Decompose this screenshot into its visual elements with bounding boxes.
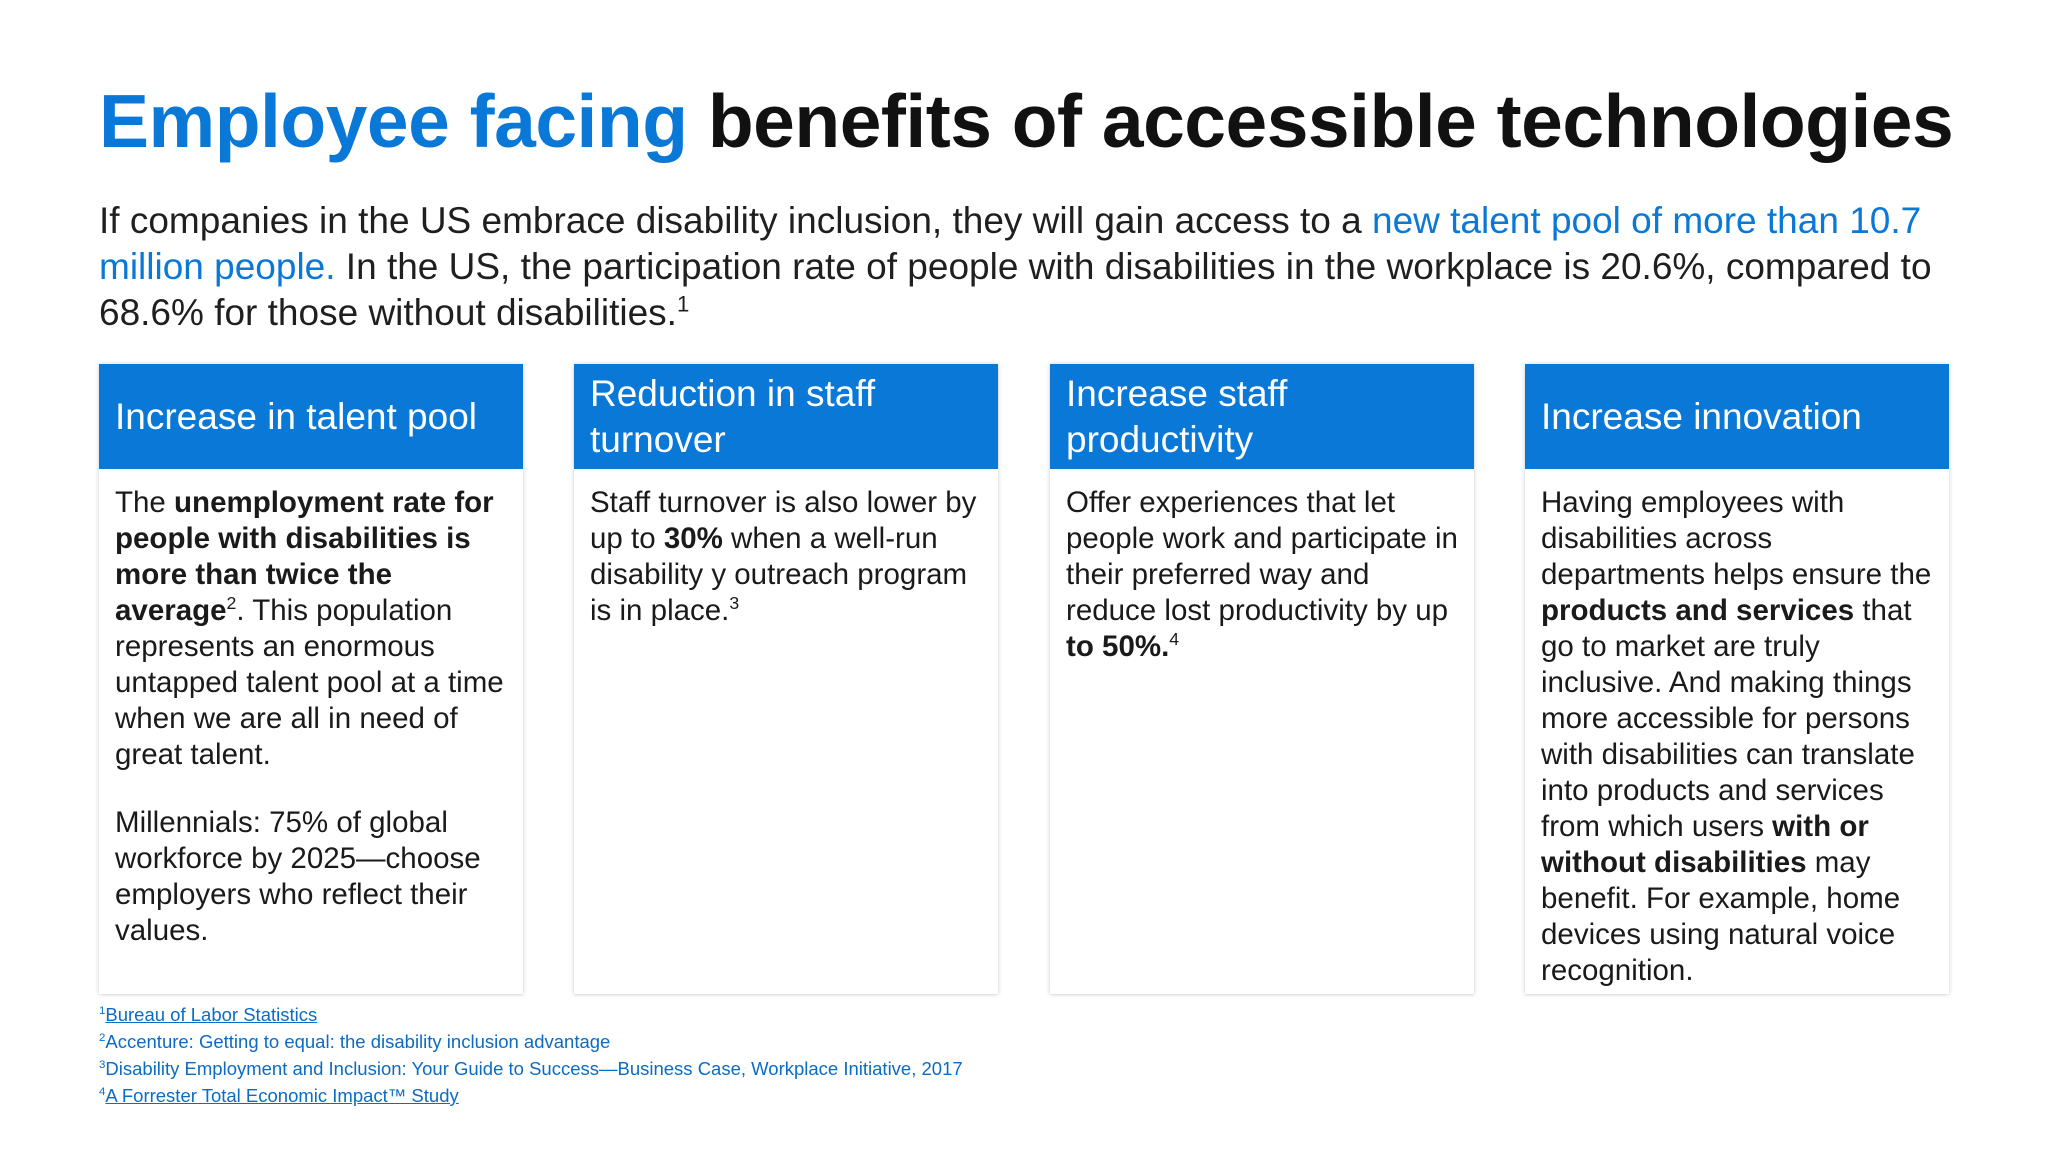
card-header: Increase in talent pool [99,364,523,469]
card-text: The [115,486,175,519]
footnote-4: 4A Forrester Total Economic Impact™ Stud… [99,1082,963,1109]
card-emphasis: products and services [1541,594,1855,627]
footnote-link[interactable]: Bureau of Labor Statistics [105,1004,318,1025]
card-header: Reduction in staff turnover [574,364,998,469]
card-emphasis: unemployment rate for people with disabi… [115,486,494,627]
card-text: that go to market are truly inclusive. A… [1541,594,1915,843]
card-emphasis: to 50%. [1066,630,1170,663]
card-body: The unemployment rate for people with di… [99,469,523,949]
card-staff-productivity: Increase staff productivity Offer experi… [1050,364,1474,994]
intro-footnote-ref: 1 [676,291,690,317]
footnote-number: 1 [99,1004,106,1017]
card-title: Increase innovation [1541,395,1862,437]
card-body: Offer experiences that let people work a… [1050,469,1474,665]
card-emphasis: 30% [663,522,723,555]
intro-highlight: new talent pool of more than 10.7 millio… [99,200,1922,287]
card-text: Staff turnover is also lower by up to [590,486,977,555]
card-staff-turnover: Reduction in staff turnover Staff turnov… [574,364,998,994]
card-text: Having employees with disabilities acros… [1541,486,1932,591]
card-body: Having employees with disabilities acros… [1525,469,1949,989]
card-footnote-ref: 4 [1169,629,1180,650]
title-rest: benefits of accessible technologies [687,79,1954,163]
footnote-link[interactable]: A Forrester Total Economic Impact™ Study [105,1085,459,1106]
footnote-number: 4 [99,1085,106,1098]
card-paragraph: Having employees with disabilities acros… [1541,485,1933,989]
footnote-text: Disability Employment and Inclusion: You… [105,1058,963,1079]
card-emphasis: with or without disabilities [1541,810,1869,879]
card-footnote-ref: 2 [226,593,237,614]
footnotes: 1Bureau of Labor Statistics 2Accenture: … [99,1001,963,1109]
card-text: Offer experiences that let people work a… [1066,486,1458,627]
card-title: Increase in talent pool [115,395,478,437]
footnote-3: 3Disability Employment and Inclusion: Yo… [99,1055,963,1082]
intro-paragraph: If companies in the US embrace disabilit… [99,198,1969,336]
card-body: Staff turnover is also lower by up to 30… [574,469,998,629]
card-title: Reduction in staff turnover [590,372,876,460]
footnote-number: 3 [99,1058,106,1071]
footnote-number: 2 [99,1031,106,1044]
intro-text-2: In the US, the participation rate of peo… [99,246,1932,333]
card-talent-pool: Increase in talent pool The unemployment… [99,364,523,994]
card-title: Increase staff productivity [1066,372,1288,460]
card-paragraph: Staff turnover is also lower by up to 30… [590,485,982,629]
footnote-1: 1Bureau of Labor Statistics [99,1001,963,1028]
footnote-2: 2Accenture: Getting to equal: the disabi… [99,1028,963,1055]
card-innovation: Increase innovation Having employees wit… [1525,364,1949,994]
card-footnote-ref: 3 [729,593,740,614]
card-text: . This population represents an enormous… [115,594,504,771]
card-paragraph: Millennials: 75% of global workforce by … [115,806,481,947]
footnote-text: Accenture: Getting to equal: the disabil… [105,1031,611,1052]
card-header: Increase innovation [1525,364,1949,469]
card-header: Increase staff productivity [1050,364,1474,469]
card-text: may benefit. For example, home devices u… [1541,846,1901,987]
title-accent: Employee facing [99,79,688,163]
card-text: when a well-run disability y outreach pr… [590,522,968,627]
benefit-cards: Increase in talent pool The unemployment… [99,364,1951,994]
card-paragraph: The unemployment rate for people with di… [115,485,507,773]
slide-title: Employee facing benefits of accessible t… [99,78,1954,164]
intro-text-1: If companies in the US embrace disabilit… [99,200,1372,241]
card-paragraph: Offer experiences that let people work a… [1066,485,1458,665]
